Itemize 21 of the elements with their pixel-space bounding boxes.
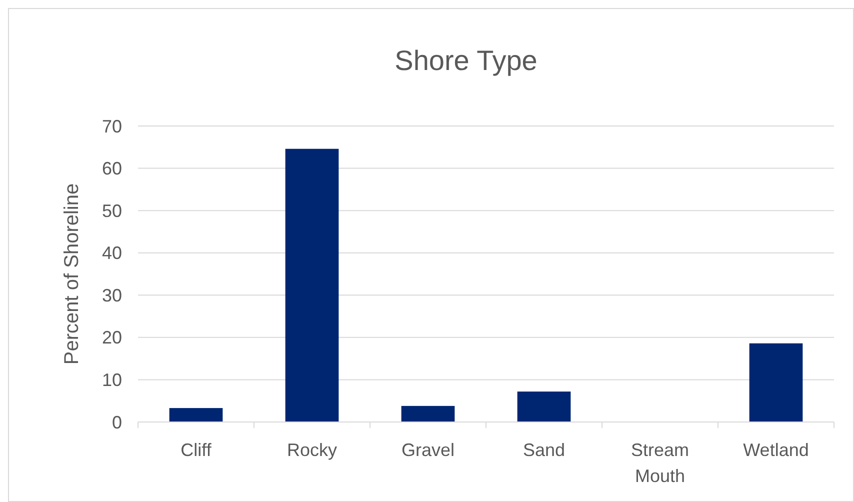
x-tick-label: Sand [522, 440, 566, 460]
y-tick-label: 0 [112, 412, 122, 432]
bar [285, 148, 339, 422]
x-tick-label: Wetland [743, 440, 809, 460]
x-tick-label: Gravel [401, 440, 455, 460]
y-tick-label: 60 [102, 158, 122, 179]
y-tick-label: 20 [102, 328, 122, 348]
bar [749, 343, 803, 422]
bar [517, 392, 571, 422]
y-tick-label: 70 [102, 116, 122, 136]
x-tick-label: Cliff [180, 440, 212, 460]
y-tick-label: 30 [102, 285, 122, 306]
bar [169, 408, 223, 422]
y-axis-title: Percent of Shoreline [61, 183, 83, 365]
chart-title: Shore Type [394, 45, 538, 76]
bar [401, 406, 455, 422]
x-tick-label: Stream Mouth [630, 440, 690, 486]
x-tick-label: Rocky [286, 440, 338, 460]
y-tick-label: 50 [102, 200, 122, 221]
y-tick-label: 40 [102, 243, 122, 264]
y-tick-label: 10 [102, 370, 122, 390]
